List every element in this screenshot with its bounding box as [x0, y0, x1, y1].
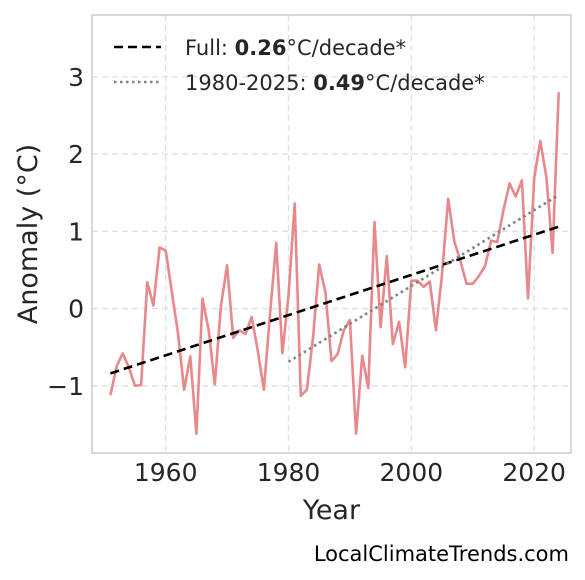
- x-tick-label: 2020: [502, 458, 566, 487]
- legend-full-prefix: Full:: [185, 36, 235, 60]
- y-tick-labels: −1 0 1 2 3: [47, 63, 84, 401]
- series-recent-trend: [287, 193, 560, 363]
- grid: [92, 15, 571, 453]
- plot-frame: [91, 14, 572, 454]
- series-anomaly: [109, 92, 560, 436]
- legend-full-suffix: °C/decade*: [287, 36, 407, 60]
- legend-recent-prefix: 1980-2025:: [185, 71, 313, 95]
- y-tick-label: 2: [68, 140, 84, 169]
- y-tick-label: 3: [68, 63, 84, 92]
- series-layer: [109, 92, 560, 436]
- y-tick-label: 0: [68, 295, 84, 324]
- legend-entry-recent: 1980-2025: 0.49°C/decade*: [185, 71, 485, 95]
- series-full-trend: [109, 225, 560, 375]
- y-axis-label: Anomaly (°C): [13, 144, 44, 324]
- legend-recent-value: 0.49: [313, 71, 365, 95]
- legend-full-value: 0.26: [235, 36, 287, 60]
- x-tick-labels: 1960 1980 2000 2020: [134, 458, 566, 487]
- legend-entry-full: Full: 0.26°C/decade*: [185, 36, 406, 60]
- x-axis-label: Year: [302, 495, 361, 526]
- x-tick-label: 1980: [257, 458, 321, 487]
- legend: Full: 0.26°C/decade* 1980-2025: 0.49°C/d…: [114, 36, 485, 95]
- y-tick-label: 1: [68, 217, 84, 246]
- x-tick-label: 1960: [134, 458, 198, 487]
- credit-text: LocalClimateTrends.com: [314, 542, 569, 566]
- x-tick-label: 2000: [380, 458, 444, 487]
- y-tick-label: −1: [47, 372, 84, 401]
- legend-recent-suffix: °C/decade*: [365, 71, 485, 95]
